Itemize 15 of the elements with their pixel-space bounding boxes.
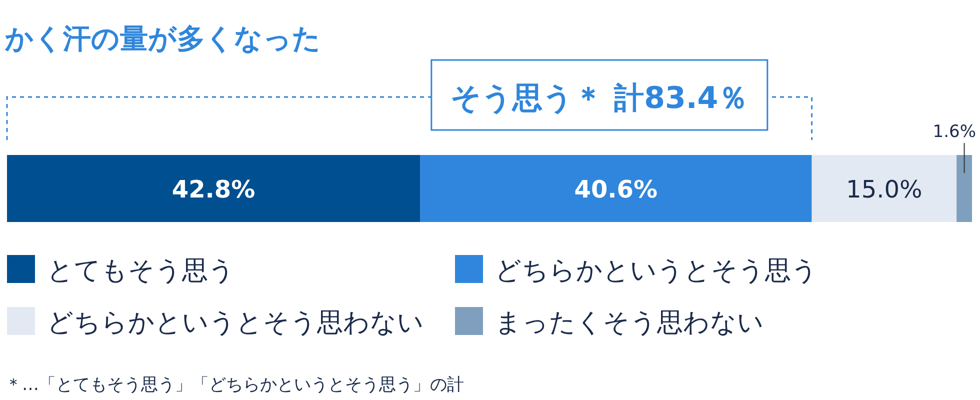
legend-label: どちらかというとそう思う	[495, 256, 818, 286]
legend-label: どちらかというとそう思わない	[47, 308, 424, 338]
text: そう思う＊ 計83.4％	[450, 81, 748, 116]
data-label: 42.8%	[172, 176, 256, 204]
bar	[812, 155, 957, 222]
bar	[956, 155, 972, 222]
data-label: 40.6%	[574, 176, 658, 204]
bar	[420, 155, 812, 222]
data-label: 15.0%	[846, 176, 922, 204]
legend-label: まったくそう思わない	[495, 308, 764, 338]
text: ＊…「とてもそう思う」「どちらかというとそう思う」の計	[5, 375, 464, 395]
chart-title: かく汗の量が多くなった	[4, 22, 321, 55]
bar	[7, 155, 420, 222]
legend-label: とてもそう思う	[47, 256, 235, 286]
data-label: 1.6%	[932, 122, 976, 142]
